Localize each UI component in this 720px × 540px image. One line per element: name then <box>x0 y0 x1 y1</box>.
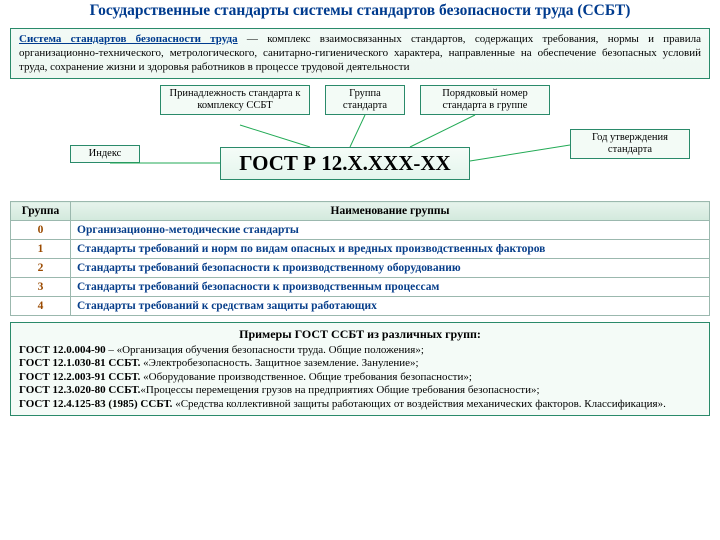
table-row: 0Организационно-методические стандарты <box>11 221 710 240</box>
code-diagram: Индекс Принадлежность стандарта к компле… <box>10 85 710 195</box>
table-row: 3Стандарты требований безопасности к про… <box>11 278 710 297</box>
groups-table: Группа Наименование группы 0Организацион… <box>10 201 710 316</box>
examples-box: Примеры ГОСТ ССБТ из различных групп: ГО… <box>10 322 710 416</box>
connector-lines <box>10 85 710 195</box>
group-name: Стандарты требований к средствам защиты … <box>71 297 710 316</box>
table-row: 2Стандарты требований безопасности к про… <box>11 259 710 278</box>
group-number: 3 <box>11 278 71 297</box>
group-number: 1 <box>11 240 71 259</box>
group-name: Организационно-методические стандарты <box>71 221 710 240</box>
examples-title: Примеры ГОСТ ССБТ из различных групп: <box>19 327 701 342</box>
group-number: 4 <box>11 297 71 316</box>
table-header-row: Группа Наименование группы <box>11 202 710 221</box>
title-bar: Государственные стандарты системы станда… <box>0 0 720 24</box>
group-name: Стандарты требований и норм по видам опа… <box>71 240 710 259</box>
group-number: 0 <box>11 221 71 240</box>
intro-box: Система стандартов безопасности труда — … <box>10 28 710 79</box>
group-number: 2 <box>11 259 71 278</box>
table-row: 1Стандарты требований и норм по видам оп… <box>11 240 710 259</box>
example-line: ГОСТ 12.0.004-90 – «Организация обучения… <box>19 344 701 357</box>
col-name: Наименование группы <box>71 202 710 221</box>
page-title: Государственные стандарты системы станда… <box>6 2 714 20</box>
group-name: Стандарты требований безопасности к прои… <box>71 278 710 297</box>
example-line: ГОСТ 12.3.020-80 ССБТ.«Процессы перемеще… <box>19 384 701 397</box>
example-line: ГОСТ 12.4.125-83 (1985) ССБТ. «Средства … <box>19 398 701 411</box>
intro-term: Система стандартов безопасности труда <box>19 33 238 45</box>
table-row: 4Стандарты требований к средствам защиты… <box>11 297 710 316</box>
example-line: ГОСТ 12.2.003-91 ССБТ. «Оборудование про… <box>19 371 701 384</box>
col-group: Группа <box>11 202 71 221</box>
example-line: ГОСТ 12.1.030-81 ССБТ. «Электробезопасно… <box>19 357 701 370</box>
group-name: Стандарты требований безопасности к прои… <box>71 259 710 278</box>
